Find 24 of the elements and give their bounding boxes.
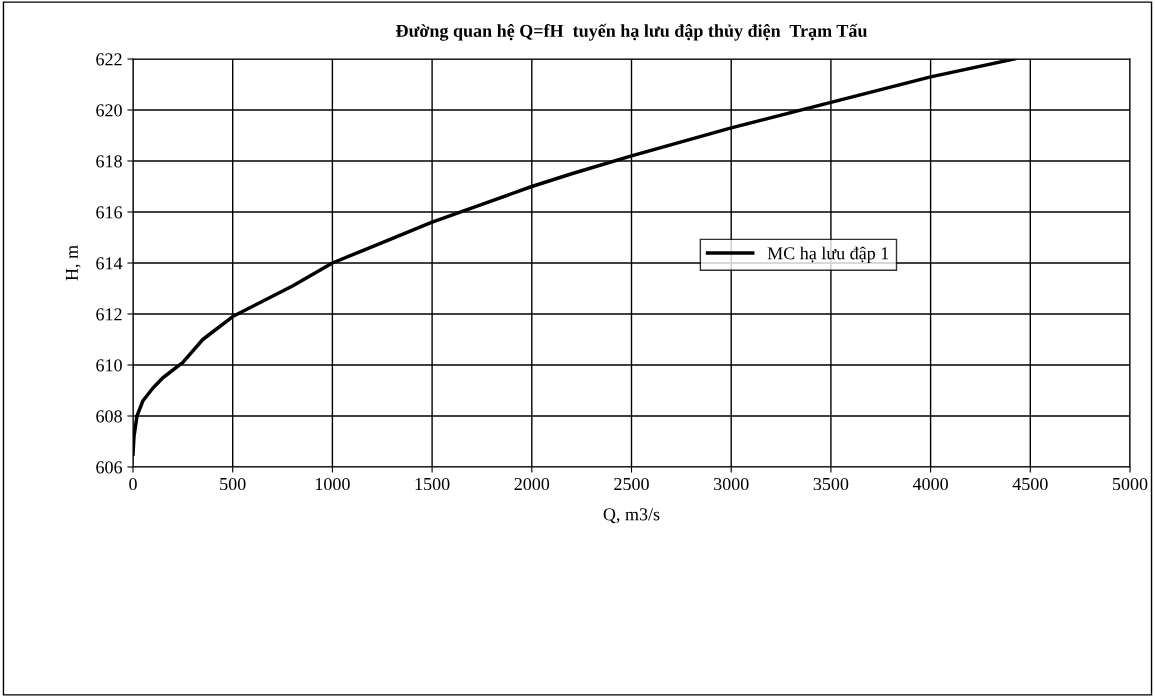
y-tick-label: 612 <box>96 308 122 321</box>
x-tick-label: 4000 <box>912 477 948 491</box>
x-tick-label: 1000 <box>315 477 350 491</box>
x-tick-label: 2500 <box>614 477 649 491</box>
y-tick-label: 618 <box>96 155 122 168</box>
x-tick-label: 0 <box>129 477 137 491</box>
x-tick-label: 1500 <box>415 477 450 491</box>
y-tick-label: 606 <box>96 461 123 474</box>
x-axis-title: Q, m3/s <box>603 508 660 524</box>
x-tick-label: 3500 <box>813 477 849 491</box>
x-tick-label: 4500 <box>1012 477 1048 491</box>
y-tick-label: 620 <box>96 104 122 117</box>
y-tick-label: 616 <box>96 206 123 219</box>
x-tick-label: 2000 <box>514 477 550 491</box>
y-tick-label: 614 <box>96 257 123 270</box>
y-tick-label: 608 <box>96 410 122 423</box>
chart-title: Đường quan hệ Q=fH tuyến hạ lưu đập thủy điện Trạm Tấu <box>395 23 867 41</box>
y-tick-label: 622 <box>96 53 122 66</box>
y-tick-label: 610 <box>96 359 122 372</box>
legend-label: MC hạ lưu đập 1 <box>767 246 889 264</box>
x-tick-label: 3000 <box>714 477 749 491</box>
x-tick-label: 500 <box>220 477 246 491</box>
x-tick-label: 5000 <box>1112 477 1148 491</box>
y-axis-title: H, m <box>65 245 81 281</box>
